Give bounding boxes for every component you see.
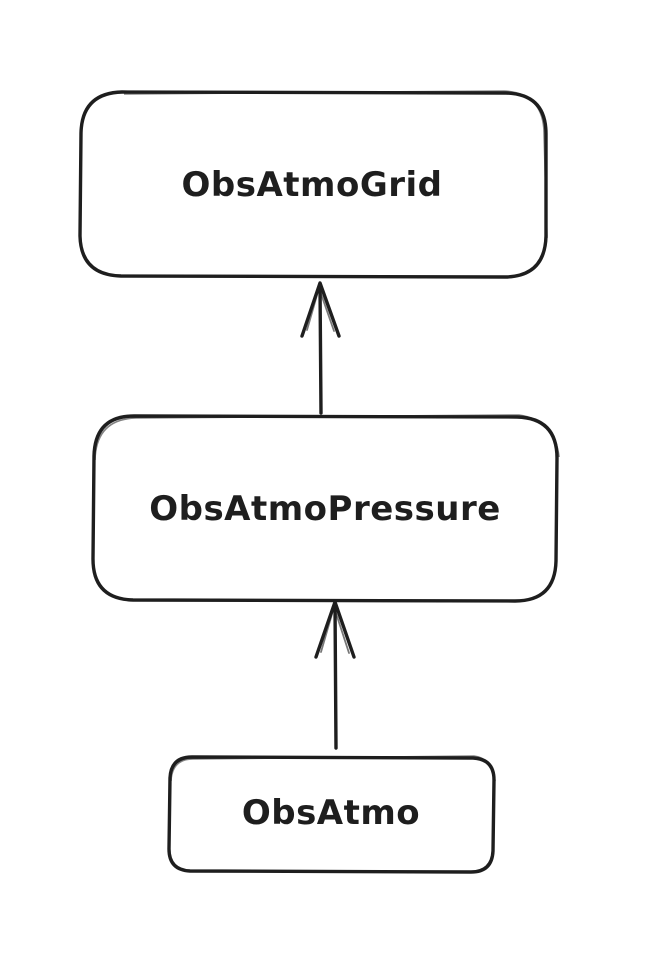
- node-box-obsatmogrid: [78, 90, 548, 279]
- node-obsatmogrid[interactable]: ObsAtmoGrid: [78, 90, 548, 279]
- node-box-sketch-obsatmogrid: [123, 90, 548, 239]
- edge-line-atmo-pressure: [333, 602, 338, 750]
- arrowhead-pressure-sketch: [320, 606, 350, 654]
- node-obsatmo[interactable]: ObsAtmo: [167, 755, 496, 874]
- arrowhead-pressure-icon: [314, 600, 356, 659]
- node-label-obsatmo: ObsAtmo: [242, 793, 420, 833]
- node-obsatmopressure[interactable]: ObsAtmoPressure: [91, 414, 560, 603]
- node-label-obsatmogrid: ObsAtmoGrid: [182, 165, 443, 205]
- edge-line-pressure-grid: [318, 282, 323, 415]
- node-box-sketch-obsatmopressure: [94, 414, 560, 461]
- arrowhead-grid-icon: [300, 281, 341, 338]
- node-label-obsatmopressure: ObsAtmoPressure: [149, 489, 501, 529]
- arrowhead-grid-sketch: [306, 287, 335, 332]
- edge-atmo-to-pressure: [314, 600, 356, 750]
- edge-pressure-to-grid: [300, 281, 341, 415]
- node-box-sketch-obsatmo: [170, 755, 496, 782]
